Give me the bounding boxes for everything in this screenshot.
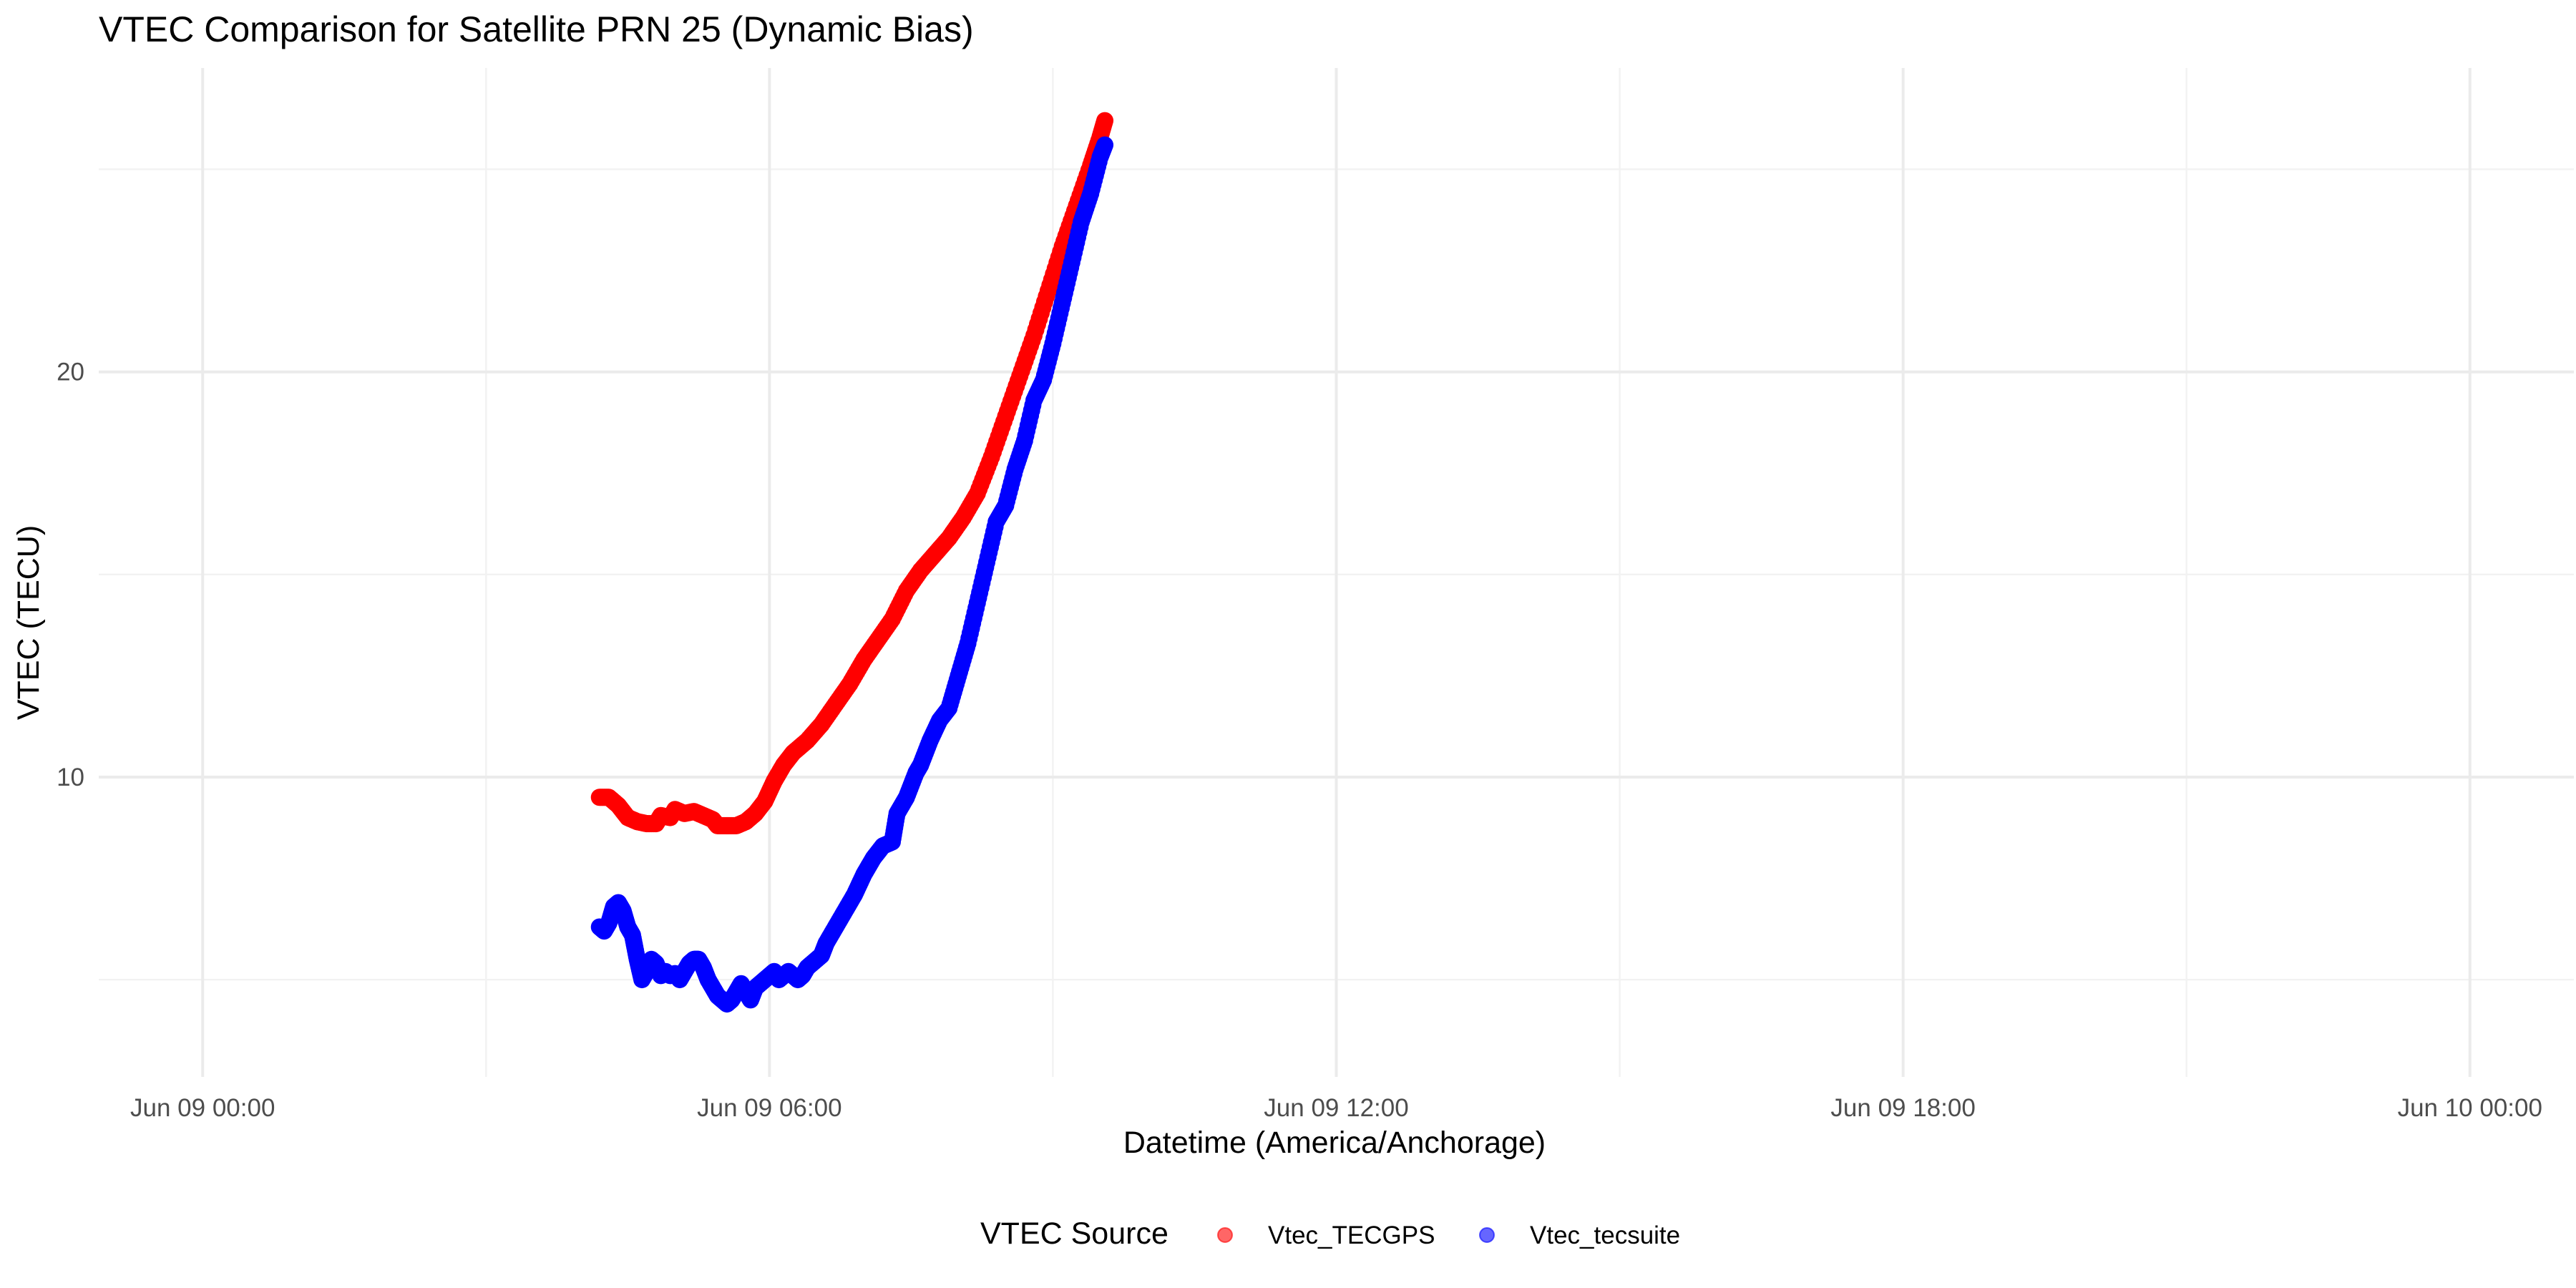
y-axis-title: VTEC (TECU) (11, 525, 46, 720)
x-tick-label: Jun 09 18:00 (1830, 1094, 1975, 1122)
x-tick-labels: Jun 09 00:00 Jun 09 06:00 Jun 09 12:00 Jun … (130, 1094, 2542, 1122)
y-tick-label: 20 (57, 358, 84, 386)
x-tick-label: Jun 09 00:00 (130, 1094, 275, 1122)
data-point (1096, 112, 1114, 130)
chart-title: VTEC Comparison for Satellite PRN 25 (Dy… (99, 9, 974, 49)
y-tick-label: 10 (57, 763, 84, 791)
legend-label-vtec-tecgps: Vtec_TECGPS (1268, 1221, 1435, 1249)
data-points (590, 112, 1114, 1013)
x-tick-label: Jun 09 06:00 (697, 1094, 841, 1122)
legend-title: VTEC Source (980, 1216, 1169, 1251)
series-vtec-tecsuite (590, 136, 1114, 1013)
legend-key-vtec-tecgps (1217, 1227, 1233, 1243)
legend: VTEC Source Vtec_TECGPS Vtec_tecsuite (980, 1216, 1680, 1251)
major-gridlines (99, 68, 2574, 1077)
data-point (1096, 136, 1114, 154)
legend-label-vtec-tecsuite: Vtec_tecsuite (1530, 1221, 1680, 1249)
x-tick-label: Jun 09 12:00 (1264, 1094, 1408, 1122)
x-axis-title: Datetime (America/Anchorage) (1123, 1126, 1546, 1160)
series-vtec-tecgps (590, 112, 1114, 834)
x-tick-label: Jun 10 00:00 (2398, 1094, 2542, 1122)
legend-key-vtec-tecsuite (1479, 1227, 1495, 1243)
y-tick-labels: 10 20 (57, 358, 84, 791)
